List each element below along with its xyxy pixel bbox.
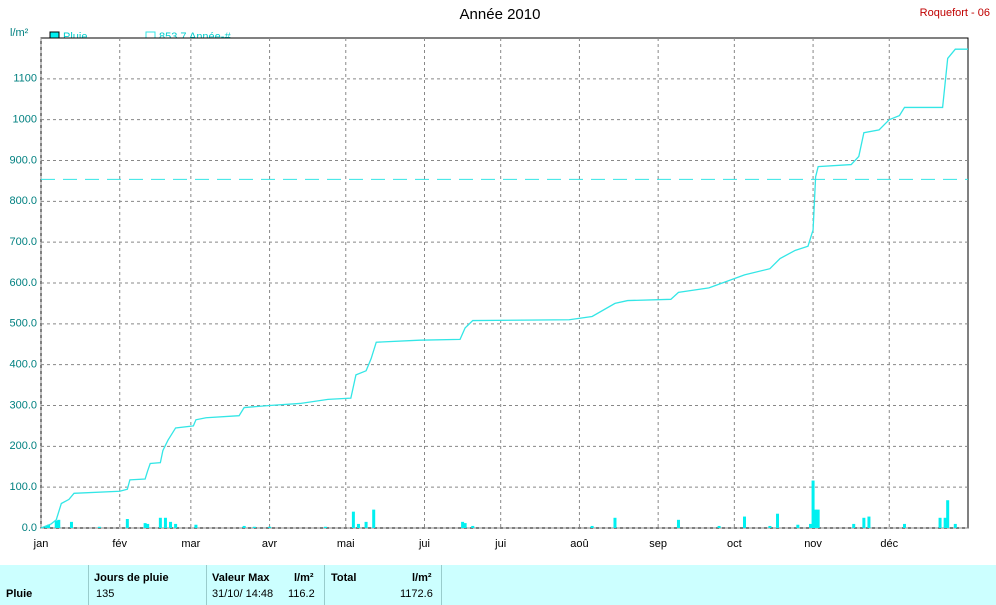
rain-bar xyxy=(372,509,376,528)
row-label: Pluie xyxy=(6,588,33,600)
rain-bar xyxy=(146,523,150,528)
rain-bar xyxy=(194,524,198,528)
cell: 116.2 xyxy=(288,588,315,600)
rain-bar xyxy=(47,524,51,528)
rain-bar xyxy=(323,526,327,528)
header: Valeur Max xyxy=(212,572,270,584)
x-tick-label: jan xyxy=(33,538,49,550)
cell: 1172.6 xyxy=(400,588,433,600)
rain-bar xyxy=(717,525,721,528)
rain-bar xyxy=(953,523,957,528)
rain-bar xyxy=(776,513,780,528)
rain-bar xyxy=(946,500,950,528)
separator xyxy=(88,565,89,605)
y-tick-label: 1000 xyxy=(13,114,37,126)
rain-bar xyxy=(351,511,355,528)
rain-bar xyxy=(364,521,368,528)
rain-bar xyxy=(814,509,818,528)
rain-bar xyxy=(743,516,747,528)
y-tick-label: 600.0 xyxy=(9,277,37,289)
rain-bar xyxy=(463,523,467,528)
rain-bar xyxy=(54,520,58,528)
rain-bar xyxy=(867,516,871,528)
rain-bar xyxy=(938,517,942,528)
x-tick-label: mai xyxy=(337,538,355,550)
rain-bar xyxy=(811,480,815,528)
separator xyxy=(324,565,325,605)
rain-bar xyxy=(461,521,465,528)
x-tick-label: jui xyxy=(418,538,430,550)
y-tick-label: 300.0 xyxy=(9,399,37,411)
rain-bar xyxy=(809,523,813,528)
rain-bar xyxy=(252,526,256,528)
rain-bar xyxy=(57,519,61,528)
rain-bar xyxy=(903,523,907,528)
rain-bar xyxy=(169,521,173,528)
rain-bar xyxy=(816,509,820,528)
summary-table: Pluie Jours de pluie 135 Valeur Max l/m²… xyxy=(0,565,996,605)
rain-bar xyxy=(862,517,866,528)
rain-bar xyxy=(44,525,48,528)
header: Total xyxy=(331,572,357,584)
rain-bar xyxy=(174,523,178,528)
rain-bar xyxy=(613,517,617,528)
separator xyxy=(206,565,207,605)
header: Jours de pluie xyxy=(94,572,169,584)
header: l/m² xyxy=(412,572,432,584)
x-tick-label: déc xyxy=(880,538,898,550)
rain-bar xyxy=(356,523,360,528)
rain-bar xyxy=(97,526,101,528)
rain-bar xyxy=(768,525,772,528)
y-tick-label: 500.0 xyxy=(9,318,37,330)
separator xyxy=(441,565,442,605)
y-tick-label: 0.0 xyxy=(22,522,37,534)
rain-bar xyxy=(590,525,594,528)
x-tick-label: oct xyxy=(727,538,742,550)
y-tick-label: 700.0 xyxy=(9,236,37,248)
x-tick-label: aoû xyxy=(570,538,588,550)
x-tick-label: jui xyxy=(494,538,506,550)
cell: 31/10/ 14:48 xyxy=(212,588,274,600)
station: Roquefort - 06 xyxy=(920,7,990,19)
x-tick-label: fév xyxy=(112,538,127,550)
x-tick-label: sep xyxy=(649,538,667,550)
y-tick-label: 200.0 xyxy=(9,440,37,452)
rain-bar xyxy=(852,523,856,528)
y-unit: l/m² xyxy=(10,27,29,39)
y-tick-label: 800.0 xyxy=(9,195,37,207)
cell: 135 xyxy=(96,588,115,600)
cumulative-line xyxy=(40,48,968,529)
rain-bar xyxy=(796,524,800,528)
header: l/m² xyxy=(294,572,314,584)
y-tick-label: 1100 xyxy=(13,73,37,85)
chart: Année 2010 Roquefort - 06 l/m² Pluie 853… xyxy=(9,6,990,550)
rain-bar xyxy=(143,523,147,528)
rain-bar xyxy=(69,521,73,528)
chart-title: Année 2010 xyxy=(460,6,541,23)
y-tick-label: 100.0 xyxy=(9,481,37,493)
rain-bar xyxy=(163,517,167,528)
rain-bar xyxy=(242,525,246,528)
rain-bar xyxy=(676,519,680,528)
y-tick-label: 900.0 xyxy=(9,154,37,166)
x-tick-label: nov xyxy=(804,538,822,550)
rain-bar xyxy=(125,519,129,528)
rain-bar xyxy=(943,517,947,528)
rain-bar xyxy=(158,517,162,528)
rain-bar xyxy=(471,525,475,528)
x-tick-label: avr xyxy=(262,538,278,550)
x-tick-label: mar xyxy=(181,538,200,550)
rain-bar xyxy=(268,526,272,528)
y-tick-label: 400.0 xyxy=(9,359,37,371)
